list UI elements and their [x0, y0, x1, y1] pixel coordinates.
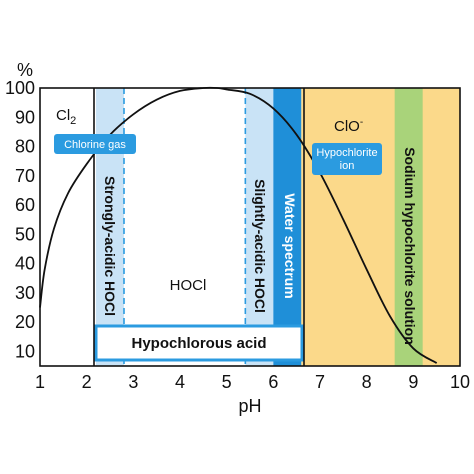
x-tick-label: 10 — [450, 372, 470, 392]
y-tick-label: 60 — [15, 195, 35, 215]
sodium-solution-label: Sodium hypochlorite solution — [402, 147, 418, 345]
chlorine-gas-text: Chlorine gas — [64, 139, 126, 151]
y-tick-label: 20 — [15, 312, 35, 332]
x-tick-label: 1 — [35, 372, 45, 392]
hypochlorous-acid-box — [94, 324, 304, 362]
slightly-acidic-label: Slightly-acidic HOCl — [252, 179, 268, 313]
y-axis-label: % — [17, 60, 33, 80]
x-tick-label: 4 — [175, 372, 185, 392]
y-tick-label: 100 — [5, 78, 35, 98]
x-tick-label: 7 — [315, 372, 325, 392]
x-tick-label: 2 — [82, 372, 92, 392]
band-sodium — [394, 88, 423, 366]
chlorine-gas-badge — [54, 134, 136, 154]
y-tick-label: 80 — [15, 137, 35, 157]
y-tick-label: 30 — [15, 283, 35, 303]
water-spectrum-label: Water spectrum — [282, 193, 298, 298]
plot-frame — [39, 87, 461, 367]
hypochlorite-text-1: Hypochlorite — [316, 147, 377, 159]
hocl-label: HOCl — [170, 277, 207, 294]
hypochlorite-badge — [312, 143, 382, 175]
band-slightly_acidic — [245, 88, 274, 366]
band-hypochlorite_region — [301, 88, 460, 366]
x-axis-label: pH — [238, 396, 261, 416]
x-tick-label: 3 — [128, 372, 138, 392]
y-axis-ticks: 10 20 30 40 50 60 70 80 90 100 — [5, 78, 35, 361]
clo-label: ClO- — [334, 117, 363, 135]
x-axis-ticks: 1 2 3 4 5 6 7 8 9 10 — [35, 372, 470, 392]
cl2-label: Cl2 — [56, 107, 76, 127]
hypochlorite-text-2: ion — [340, 160, 355, 172]
y-tick-label: 40 — [15, 254, 35, 274]
y-tick-label: 50 — [15, 224, 35, 244]
y-tick-label: 70 — [15, 166, 35, 186]
hypochlorous-acid-label: Hypochlorous acid — [131, 335, 266, 352]
strongly-acidic-label: Strongly-acidic HOCl — [102, 176, 118, 316]
background-bands — [96, 88, 460, 366]
x-tick-label: 5 — [222, 372, 232, 392]
y-tick-label: 90 — [15, 107, 35, 127]
x-tick-label: 6 — [268, 372, 278, 392]
y-tick-label: 10 — [15, 341, 35, 361]
x-tick-label: 8 — [362, 372, 372, 392]
x-tick-label: 9 — [408, 372, 418, 392]
